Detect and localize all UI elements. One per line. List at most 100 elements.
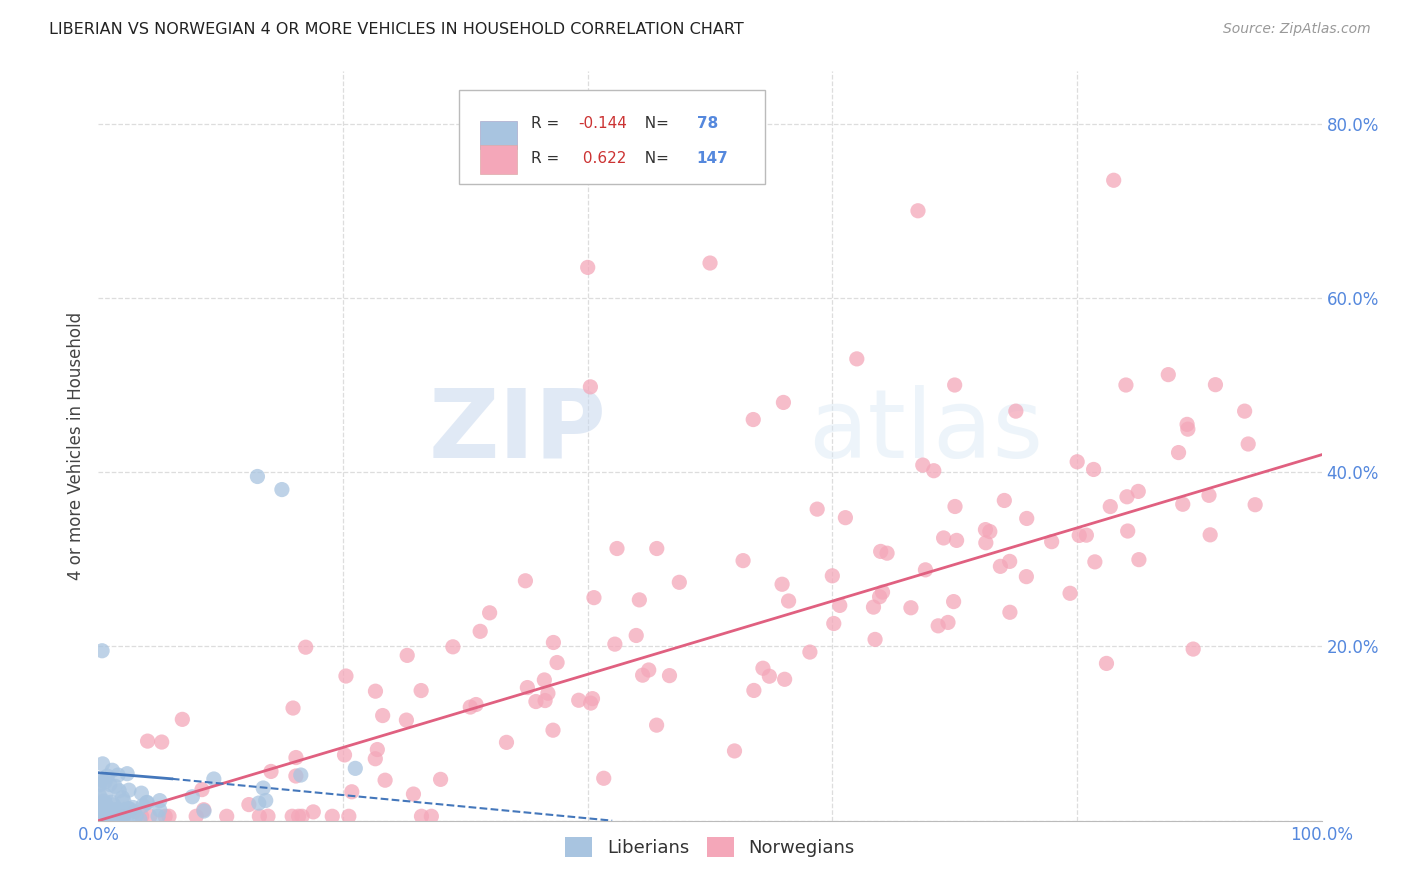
Point — [876, 546, 898, 560]
Point — [246, 469, 269, 483]
Point — [478, 606, 501, 620]
Point — [1095, 657, 1118, 671]
Point — [146, 809, 169, 823]
Point — [337, 809, 360, 823]
Point — [270, 483, 294, 497]
Point — [429, 772, 451, 787]
Point — [364, 752, 387, 766]
Point — [943, 378, 966, 392]
Point — [252, 780, 274, 795]
Point — [93, 794, 115, 808]
Point — [294, 640, 316, 655]
Point — [806, 502, 828, 516]
Point — [723, 744, 745, 758]
Point — [582, 591, 605, 605]
Point — [118, 802, 141, 816]
Point — [108, 783, 131, 797]
Point — [603, 637, 626, 651]
Point — [943, 500, 966, 514]
Point — [1084, 555, 1107, 569]
Point — [374, 773, 396, 788]
Point — [107, 806, 129, 821]
Point — [576, 260, 599, 275]
Point — [458, 700, 481, 714]
Point — [773, 673, 796, 687]
Point — [153, 809, 176, 823]
Point — [470, 624, 492, 639]
Point — [1066, 455, 1088, 469]
Point — [111, 790, 134, 805]
Point — [118, 802, 141, 816]
Point — [202, 772, 225, 786]
Point — [103, 797, 125, 812]
Point — [465, 698, 488, 712]
Text: 147: 147 — [696, 151, 728, 166]
Legend: Liberians, Norwegians: Liberians, Norwegians — [558, 830, 862, 864]
Point — [411, 809, 433, 823]
Point — [1237, 437, 1260, 451]
Point — [742, 683, 765, 698]
Point — [139, 809, 162, 823]
Point — [366, 742, 388, 756]
Point — [284, 750, 307, 764]
Point — [974, 535, 997, 549]
Point — [114, 802, 136, 816]
Point — [1171, 497, 1194, 511]
Point — [186, 809, 208, 823]
Point — [149, 803, 172, 817]
Point — [974, 523, 997, 537]
Point — [821, 569, 844, 583]
Point — [945, 533, 967, 548]
Text: N=: N= — [636, 117, 673, 131]
Point — [290, 768, 312, 782]
Point — [862, 600, 884, 615]
Point — [1015, 511, 1038, 525]
Point — [104, 779, 127, 793]
Point — [335, 669, 357, 683]
Point — [516, 681, 538, 695]
Point — [396, 648, 419, 663]
Point — [98, 809, 121, 823]
FancyBboxPatch shape — [460, 90, 765, 184]
Point — [834, 510, 856, 524]
Point — [302, 805, 325, 819]
Point — [1167, 445, 1189, 459]
Point — [1059, 586, 1081, 600]
Point — [115, 766, 138, 780]
Point — [1175, 417, 1198, 432]
Point — [333, 747, 356, 762]
Point — [181, 789, 204, 804]
Point — [89, 778, 111, 792]
Point — [922, 464, 945, 478]
Point — [131, 809, 153, 823]
Text: LIBERIAN VS NORWEGIAN 4 OR MORE VEHICLES IN HOUSEHOLD CORRELATION CHART: LIBERIAN VS NORWEGIAN 4 OR MORE VEHICLES… — [49, 22, 744, 37]
Point — [998, 554, 1021, 568]
Point — [344, 761, 367, 775]
Point — [247, 796, 270, 810]
Point — [495, 735, 517, 749]
Point — [645, 541, 668, 556]
Point — [668, 575, 690, 590]
Point — [900, 600, 922, 615]
Point — [942, 594, 965, 608]
Point — [1128, 552, 1150, 566]
Point — [742, 412, 765, 426]
Point — [90, 812, 112, 826]
Point — [1182, 642, 1205, 657]
Point — [907, 203, 929, 218]
Point — [637, 663, 659, 677]
Text: N=: N= — [636, 151, 669, 166]
Point — [110, 805, 132, 819]
Point — [91, 800, 114, 814]
Point — [770, 577, 793, 591]
Point — [752, 661, 775, 675]
Point — [998, 605, 1021, 619]
Point — [411, 683, 433, 698]
Point — [112, 810, 135, 824]
Point — [291, 809, 314, 823]
Point — [281, 701, 304, 715]
Point — [132, 798, 155, 813]
Point — [778, 594, 800, 608]
Point — [90, 772, 112, 787]
Point — [626, 628, 648, 642]
